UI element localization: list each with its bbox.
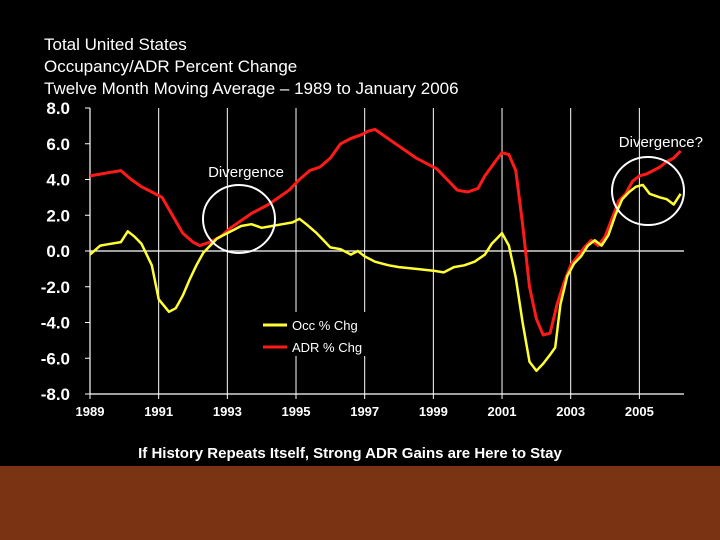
- y-tick-label: 0.0: [46, 242, 70, 261]
- title-line-3: Twelve Month Moving Average – 1989 to Ja…: [44, 79, 459, 98]
- x-tick-label: 1999: [419, 404, 448, 419]
- y-tick-label: -6.0: [41, 349, 70, 368]
- divergence-circle: [611, 156, 685, 226]
- footer-caption: If History Repeats Itself, Strong ADR Ga…: [138, 445, 562, 462]
- x-tick-label: 1991: [144, 404, 173, 419]
- x-tick-label: 1989: [76, 404, 105, 419]
- x-tick-label: 1993: [213, 404, 242, 419]
- y-tick-label: 4.0: [46, 171, 70, 190]
- title-line-2: Occupancy/ADR Percent Change: [44, 57, 298, 76]
- adr-series-line: [89, 127, 682, 337]
- occ-series-line: [89, 183, 682, 373]
- x-tick-label: 2003: [556, 404, 585, 419]
- annotation-label: Divergence: [208, 164, 284, 181]
- y-tick-label: 2.0: [46, 206, 70, 225]
- legend-box: [255, 312, 395, 356]
- x-tick-label: 2005: [625, 404, 654, 419]
- x-tick-label: 1997: [350, 404, 379, 419]
- title-line-1: Total United States: [44, 35, 187, 54]
- y-tick-label: 6.0: [46, 135, 70, 154]
- y-tick-label: 8.0: [46, 99, 70, 118]
- y-tick-label: -8.0: [41, 385, 70, 404]
- chart-title: Total United States Occupancy/ADR Percen…: [44, 34, 459, 100]
- x-tick-label: 1995: [282, 404, 311, 419]
- y-tick-label: -2.0: [41, 278, 70, 297]
- annotation-label: Divergence?: [619, 134, 703, 151]
- divergence-circle: [202, 184, 276, 254]
- legend-label: Occ % Chg: [292, 318, 358, 333]
- y-tick-label: -4.0: [41, 314, 70, 333]
- footer-band: [0, 466, 720, 540]
- legend-label: ADR % Chg: [292, 340, 362, 355]
- x-tick-label: 2001: [488, 404, 517, 419]
